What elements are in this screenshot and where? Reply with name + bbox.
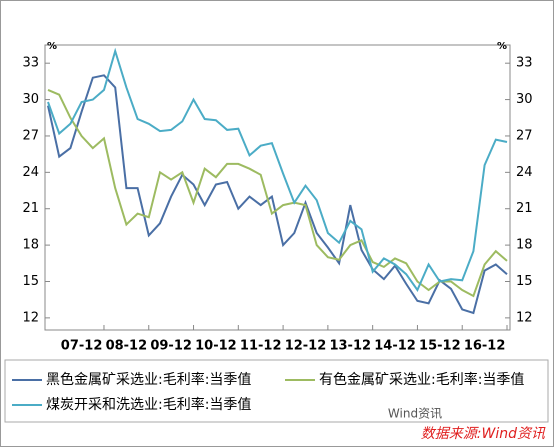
y-tick-label: 27 bbox=[22, 128, 39, 143]
y-tick-label: 33 bbox=[22, 56, 39, 71]
y-tick-label: 15 bbox=[22, 274, 39, 289]
x-tick-label: 14-12 bbox=[374, 339, 416, 354]
plot-frame bbox=[44, 44, 511, 331]
x-tick-label: 11-12 bbox=[240, 339, 282, 354]
x-tick-label: 09-12 bbox=[150, 339, 192, 354]
y2-tick-label: 12 bbox=[516, 310, 533, 325]
legend-frame bbox=[4, 359, 549, 423]
y-tick-label: 21 bbox=[22, 201, 39, 216]
legend-label: 煤炭开采和洗选业:毛利率:当季值 bbox=[46, 396, 251, 413]
legend-label: 黑色金属矿采选业:毛利率:当季值 bbox=[46, 371, 251, 388]
y2-tick-label: 18 bbox=[516, 238, 533, 253]
y-tick-label: 24 bbox=[22, 165, 39, 180]
y-tick-label: 18 bbox=[22, 238, 39, 253]
y-tick-label: 30 bbox=[22, 92, 39, 107]
series-line bbox=[47, 74, 508, 315]
x-tick-label: 15-12 bbox=[419, 339, 461, 354]
y2-unit: % bbox=[497, 41, 507, 52]
x-tick-label: 08-12 bbox=[106, 339, 148, 354]
watermark: Wind资讯 bbox=[388, 407, 442, 421]
y-tick-label: 12 bbox=[22, 310, 39, 325]
y2-tick-label: 15 bbox=[516, 274, 533, 289]
x-tick-label: 12-12 bbox=[285, 339, 327, 354]
x-tick-label: 16-12 bbox=[464, 339, 506, 354]
source: 数据来源:Wind资讯 bbox=[421, 426, 546, 442]
x-tick-label: 07-12 bbox=[61, 339, 103, 354]
y2-tick-label: 30 bbox=[516, 92, 533, 107]
series-line bbox=[47, 88, 508, 298]
y2-tick-label: 27 bbox=[516, 128, 533, 143]
x-tick-label: 10-12 bbox=[195, 339, 237, 354]
x-tick-label: 13-12 bbox=[329, 339, 371, 354]
y2-tick-label: 33 bbox=[516, 56, 533, 71]
y2-tick-label: 24 bbox=[516, 165, 533, 180]
y-unit: % bbox=[47, 41, 57, 52]
legend-label: 有色金属矿采选业:毛利率:当季值 bbox=[319, 371, 524, 388]
series-line bbox=[47, 47, 508, 293]
y2-tick-label: 21 bbox=[516, 201, 533, 216]
